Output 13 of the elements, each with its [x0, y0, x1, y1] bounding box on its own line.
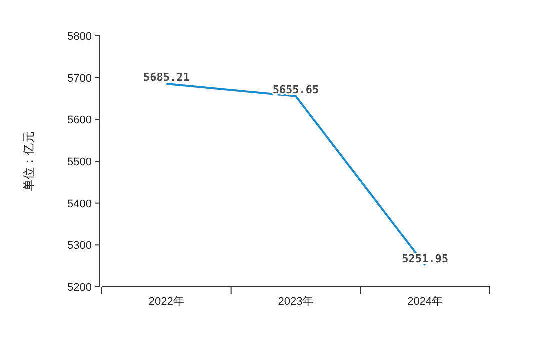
y-tick-label: 5300 — [68, 240, 92, 252]
y-tick-label: 5700 — [68, 72, 92, 85]
y-tick-label: 5600 — [68, 114, 92, 127]
data-label: 5655.65 — [272, 83, 320, 96]
x-tick-label: 2023年 — [278, 296, 314, 308]
y-tick-label: 5800 — [68, 31, 92, 43]
x-tick-label: 2022年 — [148, 296, 184, 308]
y-axis-title: 单位：亿元 — [22, 132, 36, 192]
y-tick-label: 5200 — [68, 282, 92, 294]
y-tick-label: 5400 — [68, 198, 92, 210]
y-tick-label: 5500 — [68, 156, 92, 168]
data-label: 5685.21 — [143, 71, 190, 84]
x-tick-label: 2024年 — [408, 296, 444, 308]
